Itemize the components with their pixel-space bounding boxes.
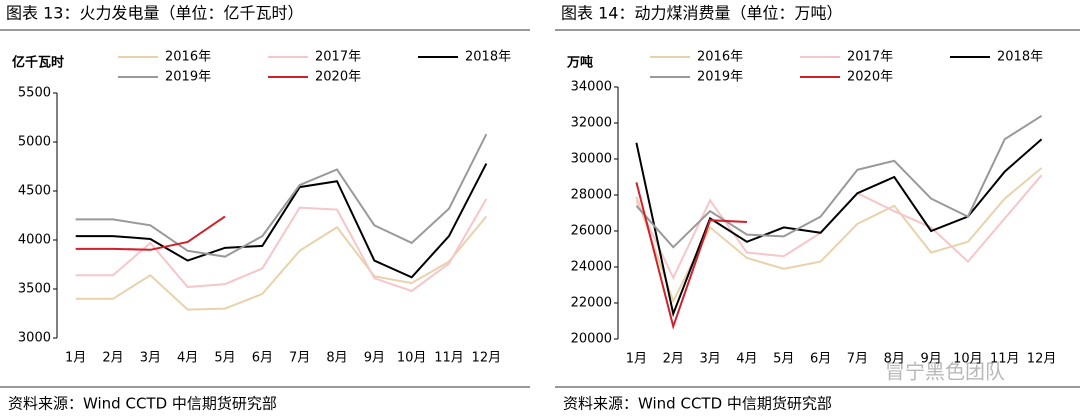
legend-label: 2019年 [165, 70, 211, 85]
chart-title: 图表 13：火力发电量（单位：亿千瓦时） [6, 4, 303, 23]
x-tick-label: 7月 [289, 351, 310, 366]
x-tick-label: 9月 [920, 352, 941, 367]
y-tick-label: 28000 [571, 188, 612, 203]
x-tick-label: 9月 [364, 351, 385, 366]
x-tick-label: 10月 [397, 351, 427, 366]
y-tick-label: 34000 [571, 80, 612, 95]
legend-label: 2016年 [165, 50, 211, 65]
y-tick-label: 4000 [18, 233, 51, 248]
x-tick-label: 4月 [177, 351, 198, 366]
x-tick-label: 11月 [434, 351, 464, 366]
x-tick-label: 8月 [884, 352, 905, 367]
x-tick-label: 8月 [326, 351, 347, 366]
source: 资料来源：Wind CCTD 中信期货研究部 [8, 395, 277, 413]
x-tick-label: 6月 [810, 352, 831, 367]
y-tick-label: 5000 [18, 135, 51, 150]
line-series [75, 198, 488, 293]
x-tick-label: 1月 [626, 352, 647, 367]
line-series [75, 215, 488, 311]
x-tick-label: 11月 [990, 352, 1020, 367]
x-tick-label: 2月 [663, 352, 684, 367]
y-tick-label: 5500 [18, 86, 51, 101]
y-tick-label: 30000 [571, 152, 612, 167]
x-tick-label: 3月 [699, 352, 720, 367]
x-tick-label: 4月 [736, 352, 757, 367]
x-tick-label: 12月 [1027, 352, 1057, 367]
legend-label: 2017年 [847, 50, 893, 65]
line-series [635, 182, 747, 330]
y-tick-label: 26000 [571, 224, 612, 239]
y-axis-label: 亿千瓦时 [12, 55, 64, 71]
legend-label: 2020年 [315, 70, 361, 85]
legend-label: 2018年 [997, 50, 1043, 65]
line-series [635, 114, 1043, 249]
y-tick-label: 3500 [18, 282, 51, 297]
watermark: 冒宁黑色团队 [885, 360, 1005, 384]
x-tick-label: 2月 [102, 351, 123, 366]
x-tick-label: 3月 [140, 351, 161, 366]
x-tick-label: 7月 [847, 352, 868, 367]
y-tick-label: 4500 [18, 184, 51, 199]
source: 资料来源：Wind CCTD 中信期货研究部 [563, 395, 832, 413]
y-tick-label: 20000 [571, 332, 612, 347]
line-series [75, 215, 226, 251]
y-tick-label: 22000 [571, 296, 612, 311]
legend-label: 2017年 [315, 50, 361, 65]
legend-label: 2020年 [847, 70, 893, 85]
x-tick-label: 10月 [953, 352, 983, 367]
line-series [75, 163, 488, 279]
y-axis-label: 万吨 [566, 55, 593, 71]
x-tick-label: 12月 [472, 351, 502, 366]
x-tick-label: 5月 [214, 351, 235, 366]
y-tick-label: 24000 [571, 260, 612, 275]
line-series [75, 133, 488, 258]
legend-label: 2019年 [697, 70, 743, 85]
x-tick-label: 5月 [773, 352, 794, 367]
y-tick-label: 32000 [571, 116, 612, 131]
x-tick-label: 6月 [252, 351, 273, 366]
y-tick-label: 3000 [18, 331, 51, 346]
legend-label: 2016年 [697, 50, 743, 65]
chart-title: 图表 14：动力煤消费量（单位：万吨） [561, 4, 842, 23]
x-tick-label: 1月 [65, 351, 86, 366]
line-series [635, 138, 1043, 318]
legend-label: 2018年 [465, 50, 511, 65]
